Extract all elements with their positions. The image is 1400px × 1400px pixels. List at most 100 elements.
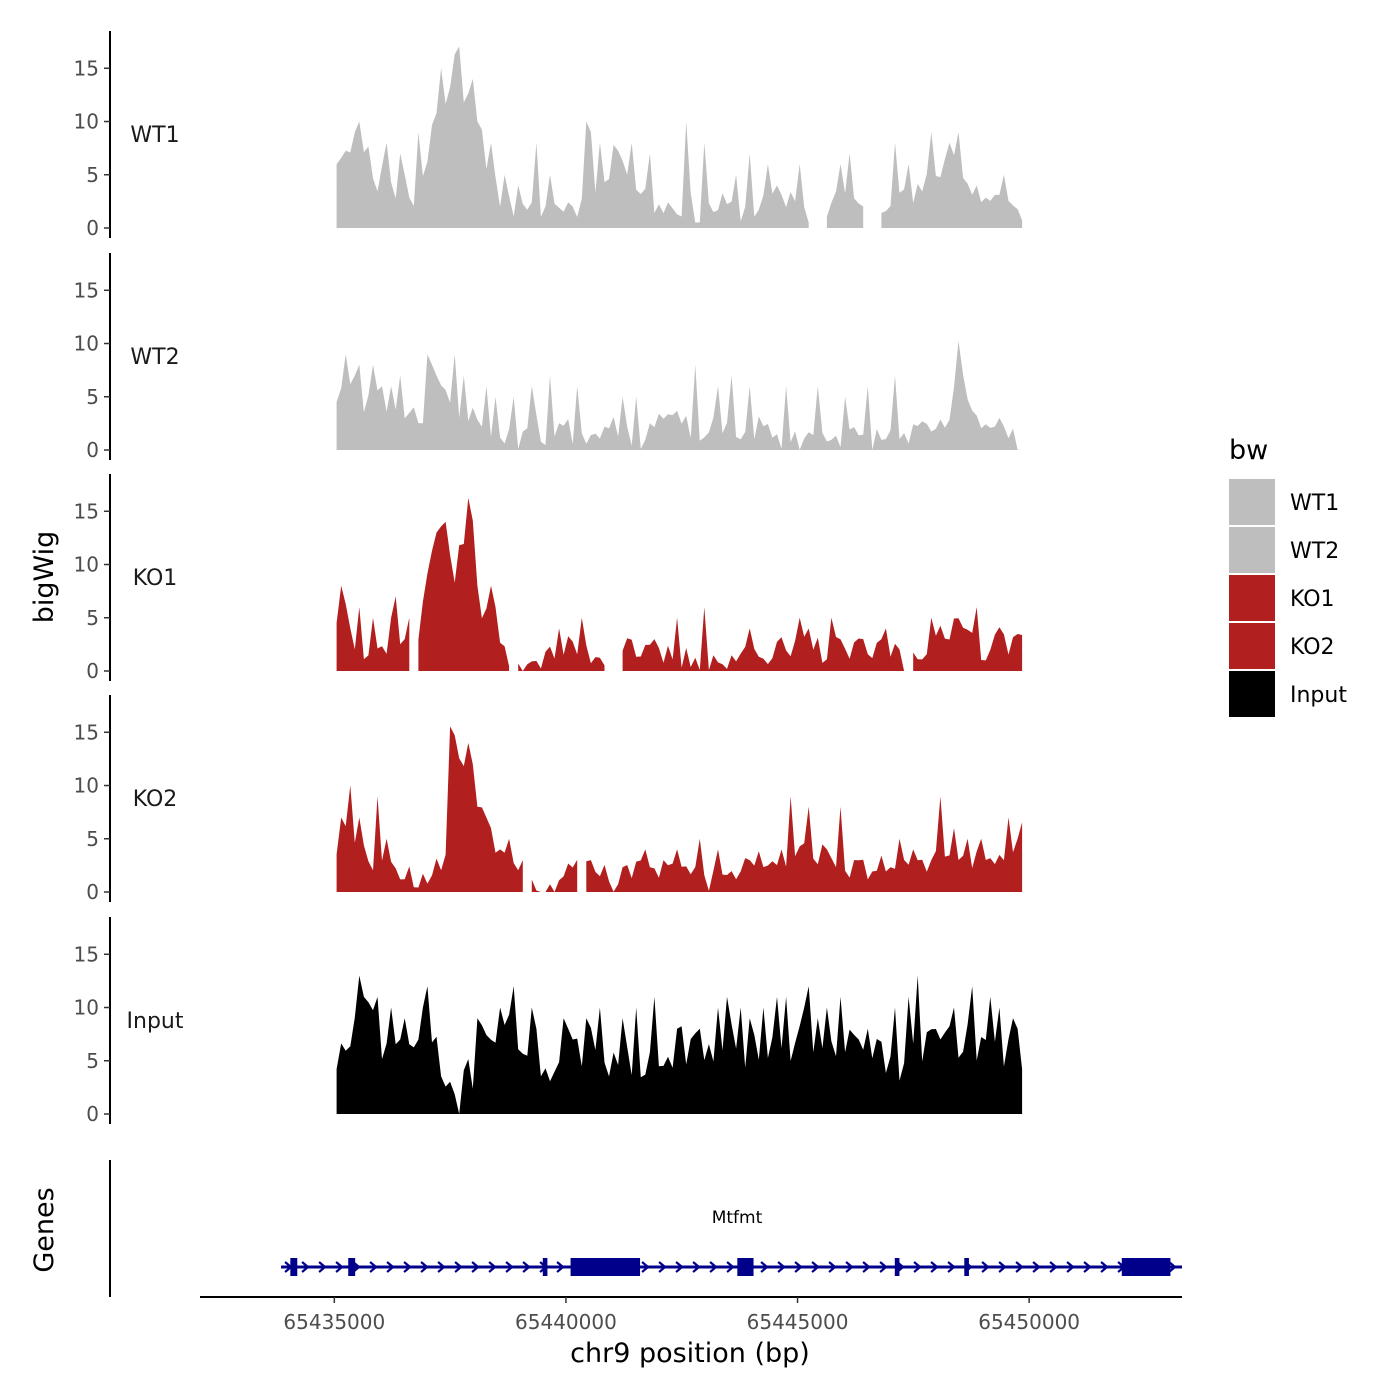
coverage-area [336, 975, 1023, 1114]
gene-track-title: Genes [29, 1187, 60, 1272]
strand-arrow [471, 1261, 480, 1273]
y-tick-label: 5 [86, 1049, 99, 1073]
gene-name: Mtfmt [712, 1208, 763, 1228]
strand-arrow [794, 1261, 803, 1273]
strand-arrow [386, 1261, 395, 1273]
strand-arrow [454, 1261, 463, 1273]
strand-arrow [726, 1261, 735, 1273]
strand-arrow [369, 1261, 378, 1273]
strand-arrow [709, 1261, 718, 1273]
y-tick-label: 15 [74, 942, 99, 966]
exon [570, 1258, 641, 1276]
x-tick-label: 65440000 [515, 1310, 617, 1334]
y-tick-label: 15 [74, 278, 99, 302]
y-tick-label: 0 [86, 438, 99, 462]
track-wt2: 0 5 10 15 WT2 [74, 253, 1023, 462]
y-axis-title: bigWig [29, 531, 60, 624]
strand-arrow [335, 1261, 344, 1273]
strand-arrow [998, 1261, 1007, 1273]
track-ko2: 0 5 10 15 KO2 [74, 695, 1023, 904]
strand-arrow [1015, 1261, 1024, 1273]
strand-arrow [1083, 1261, 1092, 1273]
coverage-area [418, 497, 510, 671]
coverage-area [586, 796, 1023, 892]
track-label-ko1: KO1 [133, 566, 178, 591]
legend-label-wt1: WT1 [1290, 491, 1339, 516]
y-tick-label: 10 [74, 996, 99, 1020]
strand-arrow [811, 1261, 820, 1273]
y-tick-label: 5 [86, 163, 99, 187]
strand-arrow [556, 1261, 565, 1273]
x-tick-label: 65435000 [283, 1310, 385, 1334]
strand-arrow [828, 1261, 837, 1273]
exon [737, 1258, 754, 1276]
exon [290, 1258, 298, 1276]
y-tick-label: 5 [86, 606, 99, 630]
y-tick-label: 10 [74, 774, 99, 798]
y-tick-label: 10 [74, 110, 99, 134]
strand-arrow [403, 1261, 412, 1273]
x-axis-title: chr9 position (bp) [570, 1338, 810, 1369]
track-label-wt2: WT2 [130, 345, 179, 370]
strand-arrow [692, 1261, 701, 1273]
legend-key-ko2 [1229, 623, 1275, 669]
gene-track: Mtfmt [109, 1160, 1182, 1297]
exon [894, 1258, 900, 1276]
coverage-area [336, 585, 410, 671]
strand-arrow [879, 1261, 888, 1273]
y-tick-label: 0 [86, 659, 99, 683]
y-tick-label: 15 [74, 56, 99, 80]
coverage-area [336, 726, 523, 892]
legend-label-wt2: WT2 [1290, 539, 1339, 564]
strand-arrow [488, 1261, 497, 1273]
y-tick-label: 0 [86, 216, 99, 240]
track-input: 0 5 10 15 Input [74, 917, 1023, 1126]
y-tick-label: 10 [74, 553, 99, 577]
coverage-area [881, 132, 1023, 228]
x-axis: 65435000 65440000 65445000 65450000 [200, 1296, 1182, 1334]
strand-arrow [777, 1261, 786, 1273]
strand-arrow [318, 1261, 327, 1273]
y-tick-label: 15 [74, 499, 99, 523]
legend-key-wt1 [1229, 479, 1275, 525]
y-tick-label: 10 [74, 332, 99, 356]
legend-key-wt2 [1229, 527, 1275, 573]
y-tick-label: 15 [74, 720, 99, 744]
coverage-tracks: 0 5 10 15 WT1 0 5 10 15 WT2 0 5 10 15 KO1 0 5 10 15 KO2 0 5 10… [74, 31, 1023, 1126]
legend-key-ko1 [1229, 575, 1275, 621]
legend-label-ko2: KO2 [1290, 635, 1335, 660]
y-tick-label: 0 [86, 1102, 99, 1126]
strand-arrow [1049, 1261, 1058, 1273]
coverage-area [531, 859, 578, 892]
track-wt1: 0 5 10 15 WT1 [74, 31, 1023, 240]
legend: bw WT1 WT2 KO1 KO2 Input [1229, 435, 1347, 717]
track-label-wt1: WT1 [130, 123, 179, 148]
track-ko1: 0 5 10 15 KO1 [74, 474, 1023, 683]
exon [964, 1258, 969, 1276]
y-tick-label: 5 [86, 827, 99, 851]
strand-arrow [1100, 1261, 1109, 1273]
y-tick-label: 5 [86, 385, 99, 409]
coverage-area [622, 607, 905, 671]
strand-arrow [862, 1261, 871, 1273]
track-label-input: Input [127, 1009, 184, 1034]
x-tick-label: 65450000 [978, 1310, 1080, 1334]
strand-arrow [913, 1261, 922, 1273]
track-label-ko2: KO2 [133, 787, 178, 812]
strand-arrow [760, 1261, 769, 1273]
coverage-area [336, 341, 1023, 450]
strand-arrow [437, 1261, 446, 1273]
strand-arrow [930, 1261, 939, 1273]
strand-arrow [845, 1261, 854, 1273]
strand-arrow [658, 1261, 667, 1273]
x-tick-label: 65445000 [747, 1310, 849, 1334]
strand-arrow [1168, 1261, 1177, 1273]
exon [542, 1258, 548, 1276]
strand-arrow [641, 1261, 650, 1273]
strand-arrow [1032, 1261, 1041, 1273]
strand-arrow [1066, 1261, 1075, 1273]
coverage-area [826, 153, 864, 228]
strand-arrow [981, 1261, 990, 1273]
legend-label-ko1: KO1 [1290, 587, 1335, 612]
